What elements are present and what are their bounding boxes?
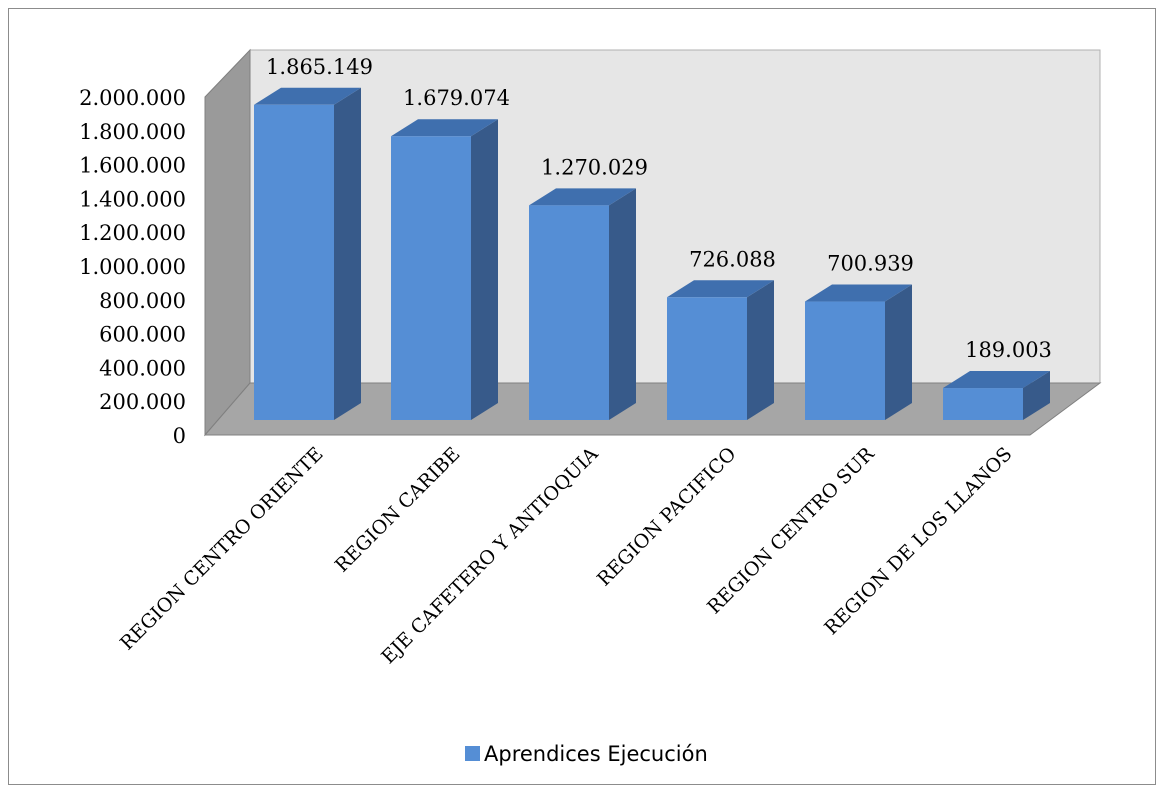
y-tick-label: 2.000.000 bbox=[79, 86, 186, 110]
category-label: EJE CAFETERO Y ANTIOQUIA bbox=[377, 443, 603, 669]
y-tick-label: 1.000.000 bbox=[79, 255, 186, 279]
bar bbox=[667, 280, 774, 420]
data-label: 700.939 bbox=[827, 252, 914, 276]
y-tick-label: 0 bbox=[173, 424, 186, 448]
bar-side bbox=[885, 284, 912, 420]
data-label: 189.003 bbox=[965, 338, 1052, 362]
bar bbox=[805, 284, 912, 420]
bar-top bbox=[805, 284, 912, 302]
y-tick-label: 600.000 bbox=[99, 323, 186, 347]
category-label: REGION CENTRO ORIENTE bbox=[116, 443, 328, 655]
y-axis-ticks: 0 200.000 400.000 600.000 800.000 1.000.000 1.… bbox=[79, 86, 186, 448]
bar-side bbox=[334, 87, 361, 420]
bar-side bbox=[471, 119, 498, 420]
bar bbox=[529, 188, 636, 420]
bar-top bbox=[391, 119, 498, 137]
bar-top bbox=[529, 188, 636, 206]
data-label: 1.270.029 bbox=[541, 155, 648, 179]
category-label: REGION CARIBE bbox=[331, 443, 465, 577]
bar bbox=[254, 87, 361, 420]
data-label: 1.679.074 bbox=[403, 86, 510, 110]
y-tick-label: 1.400.000 bbox=[79, 187, 186, 211]
bar-top bbox=[667, 280, 774, 298]
data-label: 726.088 bbox=[689, 247, 776, 271]
bar-side bbox=[1023, 371, 1050, 420]
data-labels: 1.865.149 1.679.074 1.270.029 726.088 700.93… bbox=[266, 55, 1052, 362]
y-tick-label: 200.000 bbox=[99, 390, 186, 414]
bar-top bbox=[943, 371, 1050, 389]
legend-label: Aprendices Ejecución bbox=[484, 742, 708, 766]
legend: Aprendices Ejecución bbox=[465, 742, 708, 766]
y-tick-label: 800.000 bbox=[99, 289, 186, 313]
category-label: REGION PACIFICO bbox=[593, 443, 741, 591]
bar-front bbox=[391, 136, 471, 420]
bar-front bbox=[667, 297, 747, 420]
bar-side bbox=[609, 188, 636, 420]
y-tick-label: 1.600.000 bbox=[79, 154, 186, 178]
bars bbox=[254, 87, 1050, 420]
bar-side bbox=[747, 280, 774, 420]
bar bbox=[391, 119, 498, 420]
y-tick-label: 1.200.000 bbox=[79, 221, 186, 245]
bar-top bbox=[254, 87, 361, 105]
legend-swatch bbox=[465, 746, 480, 761]
y-tick-label: 400.000 bbox=[99, 356, 186, 380]
bar-front bbox=[254, 104, 334, 420]
bar-front bbox=[529, 205, 609, 420]
side-wall bbox=[204, 48, 251, 437]
bar bbox=[943, 371, 1050, 420]
data-label: 1.865.149 bbox=[266, 55, 373, 79]
y-tick-label: 1.800.000 bbox=[79, 120, 186, 144]
bar-front bbox=[805, 301, 885, 420]
bar-front bbox=[943, 388, 1023, 420]
